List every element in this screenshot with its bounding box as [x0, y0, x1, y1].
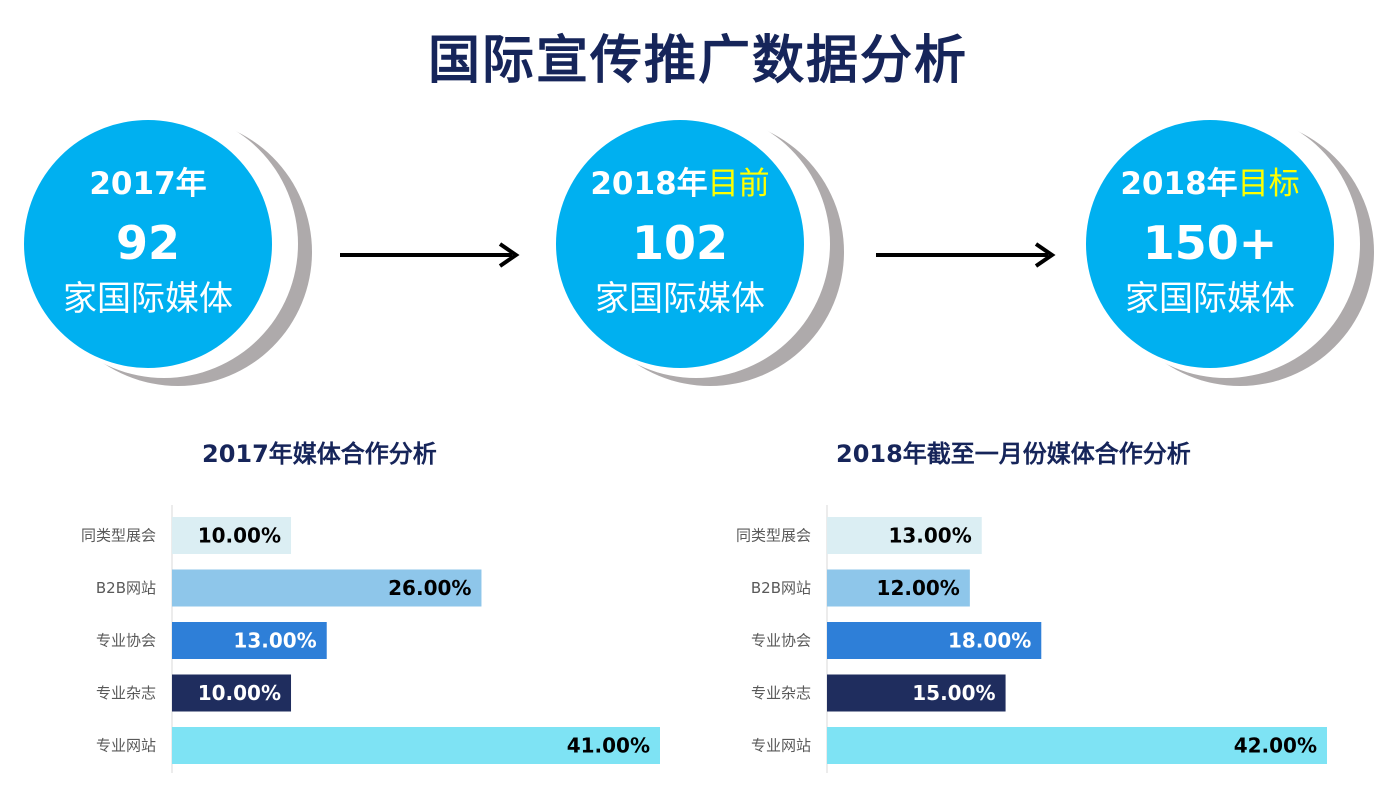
year-highlight: 目前 — [707, 166, 770, 202]
value-label: 13.00% — [888, 524, 971, 548]
stat-circle-2018-target: 2018年目标 150+ 家国际媒体 — [1086, 110, 1386, 400]
bar-2 — [827, 622, 1042, 659]
category-label: B2B网站 — [751, 579, 811, 597]
arrow-right-icon — [340, 240, 522, 270]
media-count: 102 — [631, 216, 729, 270]
circle-year: 2018年目前 — [556, 166, 804, 202]
value-label: 42.00% — [1234, 734, 1317, 758]
bar-chart-2018: 同类型展会 13.00% B2B网站 12.00% 专业协会 18.00% 专业杂志 15.0… — [736, 505, 1327, 773]
stat-circle-2018-current: 2018年目前 102 家国际媒体 — [556, 110, 856, 400]
category-label: 专业杂志 — [751, 684, 811, 702]
media-label: 家国际媒体 — [1125, 279, 1295, 319]
media-label: 家国际媒体 — [63, 279, 233, 319]
stat-circle-2017: 2017年 92 家国际媒体 — [24, 110, 324, 400]
bar-chart-2017: 同类型展会 10.00% B2B网站 26.00% 专业协会 13.00% 专业杂志 10.0… — [81, 505, 660, 773]
stat-circle: 2018年目标 150+ 家国际媒体 — [1086, 120, 1334, 368]
media-count: 150+ — [1142, 216, 1278, 270]
bar-1 — [827, 569, 970, 607]
bar-0 — [172, 517, 292, 554]
category-label: 专业协会 — [96, 632, 156, 650]
chart-title-2018: 2018年截至一月份媒体合作分析 — [836, 440, 1191, 468]
bar-0 — [827, 517, 982, 554]
page-title: 国际宣传推广数据分析 — [427, 31, 968, 91]
category-label: 专业杂志 — [96, 684, 156, 702]
stat-circle: 2017年 92 家国际媒体 — [24, 120, 272, 368]
value-label: 15.00% — [912, 681, 995, 705]
circle-year: 2017年 — [24, 166, 272, 202]
bar-4 — [172, 727, 660, 764]
value-label: 18.00% — [948, 629, 1031, 653]
year-text: 2017年 — [89, 166, 207, 202]
stat-circle: 2018年目前 102 家国际媒体 — [556, 120, 804, 368]
bar-1 — [172, 569, 482, 607]
media-label: 家国际媒体 — [595, 279, 765, 319]
category-label: B2B网站 — [96, 579, 156, 597]
value-label: 26.00% — [388, 576, 471, 600]
year-text: 2018年 — [590, 166, 708, 202]
value-label: 13.00% — [233, 629, 316, 653]
year-text: 2018年 — [1120, 166, 1238, 202]
year-highlight: 目标 — [1237, 166, 1300, 202]
category-label: 专业网站 — [96, 737, 156, 755]
category-label: 专业协会 — [751, 632, 811, 650]
bar-4 — [827, 727, 1327, 764]
media-count: 92 — [115, 216, 180, 270]
chart-title-2017: 2017年媒体合作分析 — [202, 440, 437, 468]
arrow-right-icon — [876, 240, 1058, 270]
category-label: 同类型展会 — [736, 527, 811, 545]
circle-year: 2018年目标 — [1086, 166, 1334, 202]
bar-2 — [172, 622, 327, 659]
category-label: 同类型展会 — [81, 527, 156, 545]
bar-3 — [172, 674, 292, 712]
value-label: 12.00% — [877, 576, 960, 600]
bar-3 — [827, 674, 1006, 712]
value-label: 41.00% — [567, 734, 650, 758]
value-label: 10.00% — [198, 681, 281, 705]
value-label: 10.00% — [198, 524, 281, 548]
category-label: 专业网站 — [751, 737, 811, 755]
